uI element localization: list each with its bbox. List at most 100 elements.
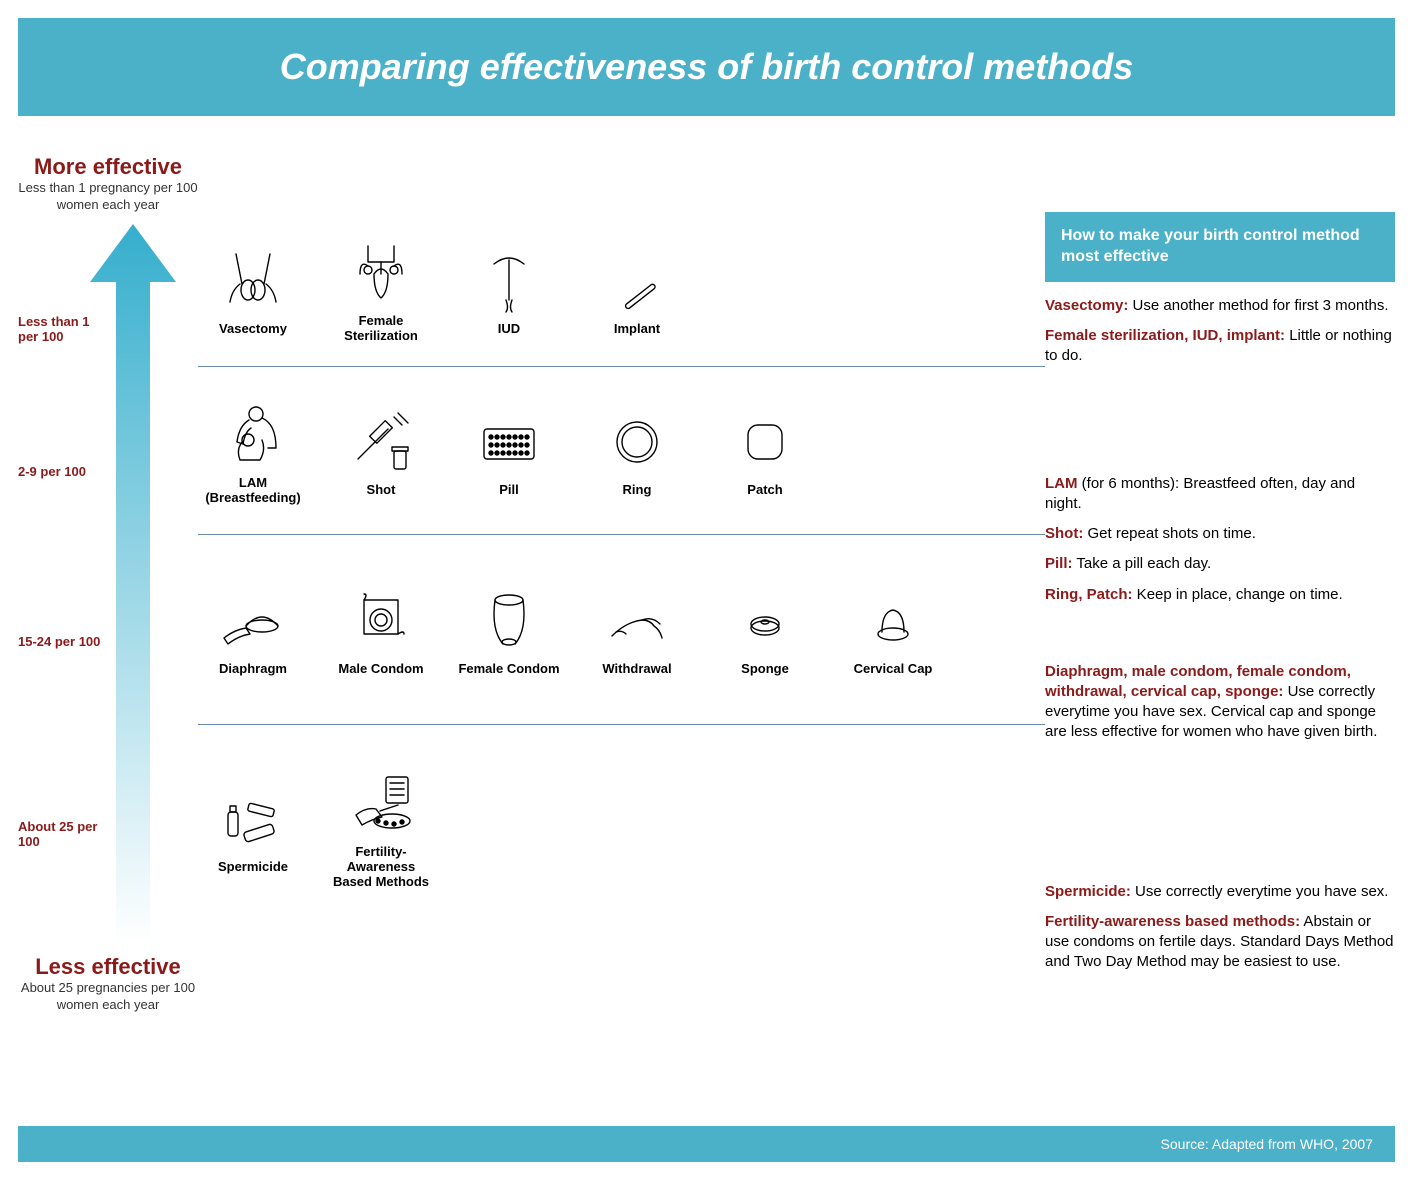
male-condom-icon: [326, 586, 436, 656]
tip-key: LAM: [1045, 475, 1078, 492]
method-label: Diaphragm: [198, 662, 308, 677]
tip-group-0: Vasectomy: Use another method for first …: [1045, 296, 1395, 446]
tip-value: Get repeat shots on time.: [1083, 525, 1256, 542]
tip-row: Fertility-awareness based methods: Absta…: [1045, 912, 1395, 973]
method-spermicide: Spermicide: [198, 784, 308, 875]
tip-group-1: LAM (for 6 months): Breastfeed often, da…: [1045, 474, 1395, 634]
page-title: Comparing effectiveness of birth control…: [18, 46, 1395, 88]
method-male-condom: Male Condom: [326, 586, 436, 677]
tip-value: (for 6 months): Breastfeed often, day an…: [1045, 475, 1355, 512]
method-label: Shot: [326, 483, 436, 498]
tip-group-3: Spermicide: Use correctly everytime you …: [1045, 882, 1395, 1082]
method-label: Male Condom: [326, 662, 436, 677]
pill-icon: [454, 407, 564, 477]
method-implant: Implant: [582, 246, 692, 337]
rate-label-1: 2-9 per 100: [18, 464, 106, 480]
tip-key: Ring, Patch:: [1045, 586, 1133, 603]
patch-icon: [710, 407, 820, 477]
method-label: Patch: [710, 483, 820, 498]
vasectomy-icon: [198, 246, 308, 316]
method-ring: Ring: [582, 407, 692, 498]
tip-value: Use another method for first 3 months.: [1128, 297, 1388, 314]
cervical-cap-icon: [838, 586, 948, 656]
spermicide-icon: [198, 784, 308, 854]
rate-label-3: About 25 per 100: [18, 819, 106, 850]
method-label: Spermicide: [198, 860, 308, 875]
sidebar-heading: How to make your birth control method mo…: [1045, 212, 1395, 282]
tips-list: Vasectomy: Use another method for first …: [1045, 296, 1395, 1082]
fertility-awareness-icon: [326, 769, 436, 839]
ring-icon: [582, 407, 692, 477]
diaphragm-icon: [198, 586, 308, 656]
method-label: LAM (Breastfeeding): [198, 476, 308, 506]
method-patch: Patch: [710, 407, 820, 498]
tip-row: Diaphragm, male condom, female condom, w…: [1045, 662, 1395, 743]
tip-value: Keep in place, change on time.: [1133, 586, 1343, 603]
tip-key: Shot:: [1045, 525, 1083, 542]
tip-key: Female sterilization, IUD, implant:: [1045, 327, 1285, 344]
title-banner: Comparing effectiveness of birth control…: [18, 18, 1395, 116]
method-sponge: Sponge: [710, 586, 820, 677]
tip-row: Female sterilization, IUD, implant: Litt…: [1045, 326, 1395, 367]
method-shot: Shot: [326, 407, 436, 498]
tip-key: Spermicide:: [1045, 883, 1131, 900]
tip-row: Pill: Take a pill each day.: [1045, 554, 1395, 574]
more-effective-heading: More effective: [18, 154, 198, 180]
tier-row-0: Vasectomy Female Sterilization IUD Implant: [198, 212, 1045, 367]
less-effective-label: Less effective About 25 pregnancies per …: [18, 954, 198, 1014]
tier-row-1: LAM (Breastfeeding) Shot Pill Ring Patch: [198, 367, 1045, 535]
method-label: Ring: [582, 483, 692, 498]
method-label: Vasectomy: [198, 322, 308, 337]
implant-icon: [582, 246, 692, 316]
method-female-sterilization: Female Sterilization: [326, 238, 436, 344]
female-sterilization-icon: [326, 238, 436, 308]
tip-row: Shot: Get repeat shots on time.: [1045, 524, 1395, 544]
method-vasectomy: Vasectomy: [198, 246, 308, 337]
lam-icon: [198, 400, 308, 470]
less-effective-sub: About 25 pregnancies per 100 women each …: [18, 980, 198, 1014]
tip-value: Take a pill each day.: [1073, 555, 1212, 572]
female-condom-icon: [454, 586, 564, 656]
rate-label-2: 15-24 per 100: [18, 634, 106, 650]
tier-row-2: Diaphragm Male Condom Female Condom Withdra…: [198, 535, 1045, 725]
tip-key: Fertility-awareness based methods:: [1045, 913, 1300, 930]
tip-key: Pill:: [1045, 555, 1073, 572]
more-effective-sub: Less than 1 pregnancy per 100 women each…: [18, 180, 198, 214]
method-pill: Pill: [454, 407, 564, 498]
iud-icon: [454, 246, 564, 316]
tip-row: Vasectomy: Use another method for first …: [1045, 296, 1395, 316]
method-label: Fertility-Awareness Based Methods: [326, 845, 436, 890]
method-label: Cervical Cap: [838, 662, 948, 677]
method-label: Female Sterilization: [326, 314, 436, 344]
less-effective-heading: Less effective: [18, 954, 198, 980]
method-label: Withdrawal: [582, 662, 692, 677]
method-withdrawal: Withdrawal: [582, 586, 692, 677]
more-effective-label: More effective Less than 1 pregnancy per…: [18, 154, 198, 214]
tip-group-2: Diaphragm, male condom, female condom, w…: [1045, 662, 1395, 854]
tip-key: Vasectomy:: [1045, 297, 1128, 314]
methods-grid: Vasectomy Female Sterilization IUD Implant L…: [198, 144, 1045, 1110]
sponge-icon: [710, 586, 820, 656]
method-fertility-awareness: Fertility-Awareness Based Methods: [326, 769, 436, 890]
tip-row: LAM (for 6 months): Breastfeed often, da…: [1045, 474, 1395, 515]
shot-icon: [326, 407, 436, 477]
withdrawal-icon: [582, 586, 692, 656]
method-label: Sponge: [710, 662, 820, 677]
main-content: More effective Less than 1 pregnancy per…: [0, 134, 1413, 1110]
method-cervical-cap: Cervical Cap: [838, 586, 948, 677]
method-female-condom: Female Condom: [454, 586, 564, 677]
method-label: IUD: [454, 322, 564, 337]
method-label: Pill: [454, 483, 564, 498]
tip-row: Spermicide: Use correctly everytime you …: [1045, 882, 1395, 902]
tip-row: Ring, Patch: Keep in place, change on ti…: [1045, 585, 1395, 605]
method-iud: IUD: [454, 246, 564, 337]
method-lam: LAM (Breastfeeding): [198, 400, 308, 506]
arrow-wrap: Less than 1 per 1002-9 per 10015-24 per …: [18, 224, 198, 944]
tier-row-3: Spermicide Fertility-Awareness Based Meth…: [198, 725, 1045, 930]
method-diaphragm: Diaphragm: [198, 586, 308, 677]
tip-value: Use correctly everytime you have sex.: [1131, 883, 1389, 900]
effectiveness-axis: More effective Less than 1 pregnancy per…: [18, 144, 198, 1110]
source-text: Source: Adapted from WHO, 2007: [1161, 1136, 1373, 1152]
method-label: Female Condom: [454, 662, 564, 677]
source-footer: Source: Adapted from WHO, 2007: [18, 1126, 1395, 1162]
